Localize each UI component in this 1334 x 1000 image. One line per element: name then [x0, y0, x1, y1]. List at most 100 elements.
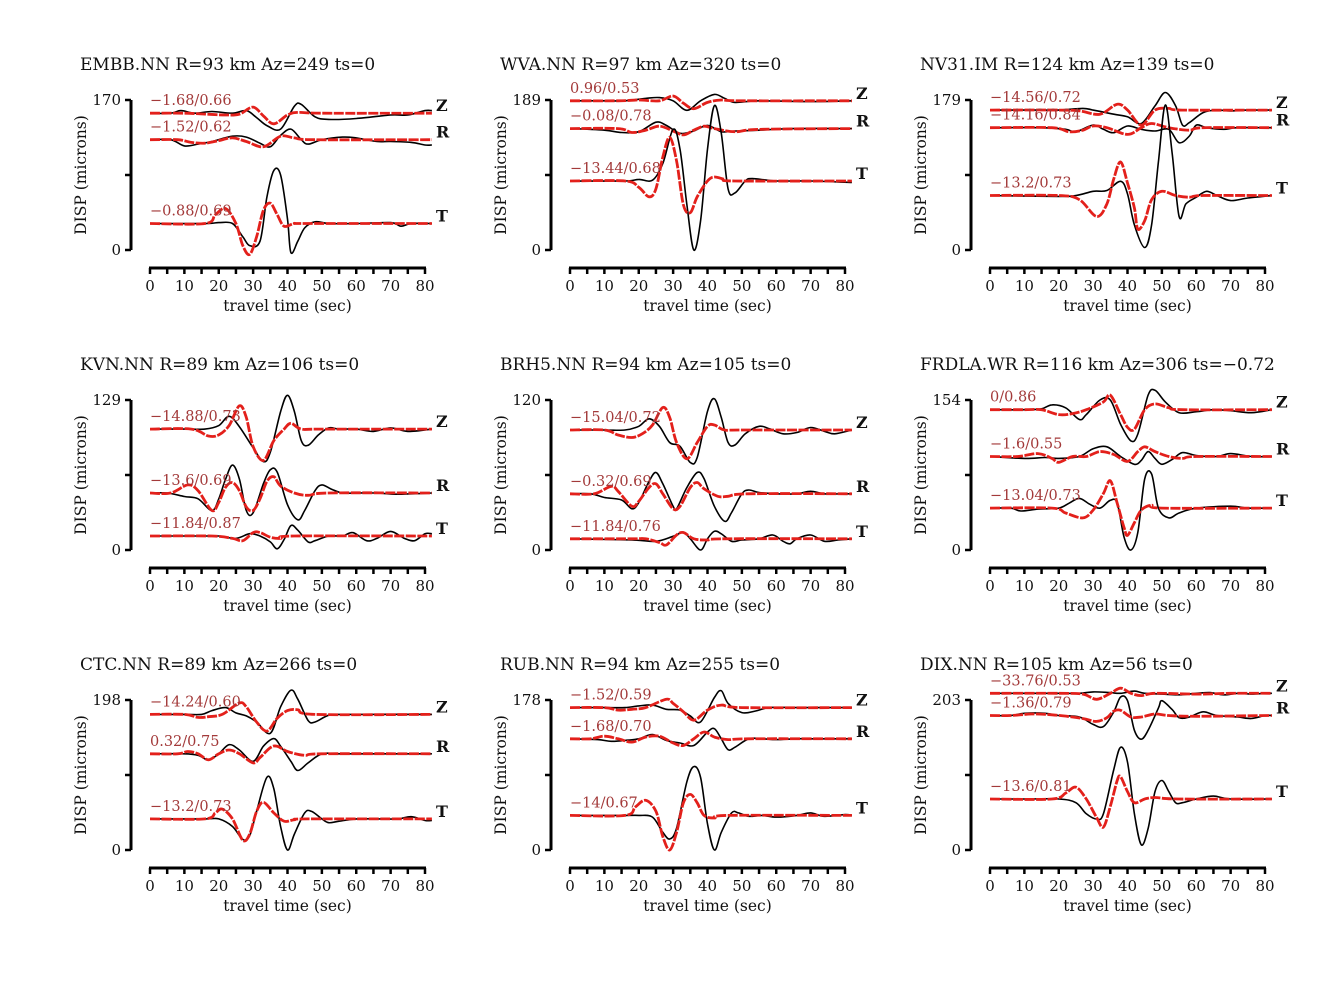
x-tick-label: 0	[565, 277, 575, 295]
x-tick-label: 70	[1221, 277, 1240, 295]
component-label-t: T	[436, 519, 448, 538]
y-tick-label-max: 203	[932, 691, 961, 709]
component-label-t: T	[436, 802, 448, 821]
component-r: −0.32/0.69 R	[569, 471, 870, 523]
y-tick-label-min: 0	[111, 841, 121, 859]
y-axis-label: DISP (microns)	[492, 415, 510, 535]
x-tick-label: 20	[1049, 877, 1068, 895]
x-tick-label: 60	[767, 877, 786, 895]
x-tick-label: 50	[1152, 877, 1171, 895]
fit-label-z: −14.56/0.72	[990, 90, 1081, 106]
x-tick-label: 80	[415, 577, 434, 595]
x-tick-label: 40	[278, 577, 297, 595]
x-tick-label: 50	[732, 577, 751, 595]
synthetic-trace-t	[989, 479, 1272, 537]
synthetic-trace-t	[569, 792, 852, 852]
y-tick-label-max: 170	[92, 91, 121, 109]
component-t: −11.84/0.87 T	[149, 516, 448, 550]
component-z: −1.52/0.59 Z	[569, 688, 868, 724]
fit-label-r: −1.36/0.79	[990, 696, 1072, 712]
x-tick-label: 80	[415, 277, 434, 295]
synthetic-trace-t	[149, 201, 432, 257]
x-tick-label: 20	[629, 277, 648, 295]
panel-nv31-im: NV31.IM R=124 km Az=139 ts=0 179 0 DISP (mi…	[912, 55, 1290, 315]
component-z: −33.76/0.53 Z	[989, 673, 1288, 701]
panel-embb-nn: EMBB.NN R=93 km Az=249 ts=0 170 0 DISP (mic…	[72, 55, 450, 315]
x-axis-label: travel time (sec)	[223, 297, 352, 315]
y-tick-label-min: 0	[531, 841, 541, 859]
fit-label-z: −15.04/0.72	[570, 410, 661, 426]
x-tick-label: 70	[381, 577, 400, 595]
observed-trace-t	[989, 104, 1272, 249]
component-label-r: R	[856, 477, 870, 496]
component-label-t: T	[1276, 179, 1288, 198]
y-axis-label: DISP (microns)	[492, 715, 510, 835]
x-tick-label: 70	[381, 277, 400, 295]
x-tick-label: 50	[1152, 577, 1171, 595]
synthetic-trace-r	[989, 708, 1272, 723]
x-tick-label: 30	[1084, 277, 1103, 295]
synthetic-trace-r	[569, 124, 852, 137]
fit-label-r: −0.32/0.69	[570, 474, 652, 490]
panel-title: NV31.IM R=124 km Az=139 ts=0	[920, 55, 1214, 75]
component-z: −15.04/0.72 Z	[569, 397, 868, 465]
component-label-r: R	[436, 123, 450, 142]
panel-frdla-wr: FRDLA.WR R=116 km Az=306 ts=−0.72 154 0 DIS…	[912, 355, 1290, 615]
x-tick-label: 0	[565, 577, 575, 595]
x-tick-label: 20	[629, 877, 648, 895]
y-tick-label-min: 0	[111, 241, 121, 259]
y-axis-label: DISP (microns)	[72, 115, 90, 235]
x-tick-label: 80	[1255, 577, 1274, 595]
x-tick-label: 80	[415, 877, 434, 895]
component-label-t: T	[1276, 782, 1288, 801]
x-axis-label: travel time (sec)	[1063, 897, 1192, 915]
x-tick-label: 0	[145, 577, 155, 595]
component-t: −13.2/0.73 T	[989, 104, 1288, 249]
x-axis-label: travel time (sec)	[643, 297, 772, 315]
x-tick-label: 80	[835, 577, 854, 595]
y-tick-label-max: 198	[92, 691, 121, 709]
x-tick-label: 40	[1118, 577, 1137, 595]
fit-label-z: −14.24/0.60	[150, 694, 241, 710]
fit-label-r: −14.16/0.84	[990, 108, 1081, 124]
fit-label-r: −0.08/0.78	[570, 109, 652, 125]
fit-label-t: −11.84/0.76	[570, 519, 661, 535]
component-r: 0.32/0.75 R	[149, 734, 450, 772]
x-tick-label: 60	[767, 577, 786, 595]
synthetic-trace-z	[989, 102, 1272, 127]
x-tick-label: 10	[595, 277, 614, 295]
fit-label-t: −13.2/0.73	[990, 176, 1072, 192]
component-r: −1.36/0.79 R	[989, 695, 1290, 741]
fit-label-z: −1.52/0.59	[570, 688, 652, 704]
component-t: −13.44/0.68 T	[569, 104, 868, 251]
y-axis-label: DISP (microns)	[912, 115, 930, 235]
panel-title: CTC.NN R=89 km Az=266 ts=0	[80, 655, 357, 675]
observed-trace-t	[989, 746, 1272, 846]
component-label-z: Z	[1276, 676, 1288, 695]
x-tick-label: 50	[312, 577, 331, 595]
x-tick-label: 80	[1255, 277, 1274, 295]
panel-title: WVA.NN R=97 km Az=320 ts=0	[500, 55, 781, 75]
y-axis-label: DISP (microns)	[72, 415, 90, 535]
y-tick-label-max: 189	[512, 91, 541, 109]
observed-trace-z	[150, 689, 432, 735]
x-tick-label: 40	[698, 277, 717, 295]
y-tick-label-min: 0	[531, 241, 541, 259]
component-label-r: R	[856, 722, 870, 741]
synthetic-trace-r	[149, 134, 432, 149]
x-axis-label: travel time (sec)	[223, 897, 352, 915]
x-tick-label: 20	[209, 577, 228, 595]
y-tick-label-min: 0	[111, 541, 121, 559]
observed-trace-r	[989, 445, 1272, 466]
x-tick-label: 30	[244, 577, 263, 595]
x-tick-label: 60	[347, 877, 366, 895]
x-tick-label: 20	[1049, 577, 1068, 595]
x-tick-label: 30	[1084, 577, 1103, 595]
x-tick-label: 70	[801, 877, 820, 895]
component-t: −11.84/0.76 T	[569, 519, 868, 551]
component-t: −13.6/0.81 T	[989, 746, 1288, 846]
x-tick-label: 30	[244, 277, 263, 295]
component-r: −1.68/0.70 R	[569, 719, 870, 751]
panel-ctc-nn: CTC.NN R=89 km Az=266 ts=0 198 0 DISP (micr…	[72, 655, 450, 915]
